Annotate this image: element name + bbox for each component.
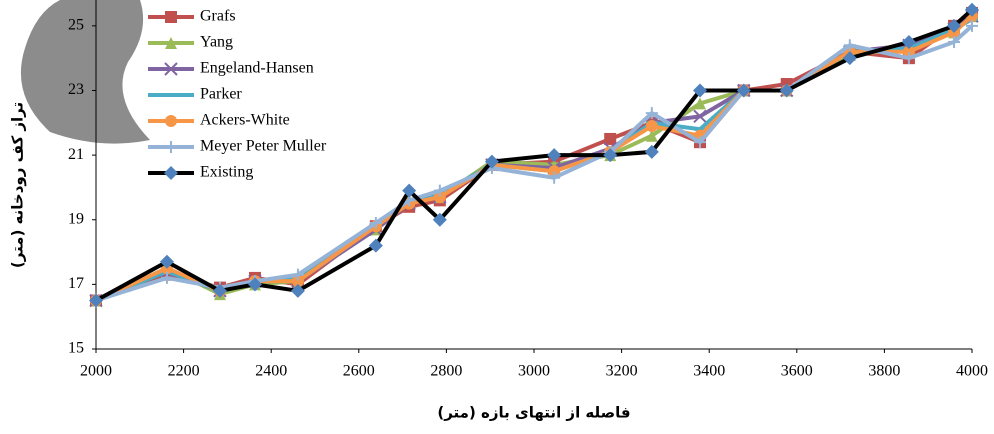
y-tick-label: 21: [68, 146, 84, 163]
marker: [165, 11, 177, 23]
marker: [947, 18, 962, 33]
marker: [966, 19, 978, 32]
marker: [694, 97, 707, 110]
marker: [779, 83, 794, 98]
marker: [432, 212, 447, 227]
marker: [902, 45, 915, 58]
legend-label: Yang: [200, 34, 233, 51]
y-tick-label: 17: [68, 275, 84, 292]
marker: [164, 166, 178, 180]
marker: [368, 238, 383, 253]
marker: [212, 283, 227, 298]
marker: [645, 129, 658, 142]
x-axis-title: فاصله از انتهای بازه (متر): [437, 404, 630, 422]
x-tick-label: 2800: [430, 363, 462, 380]
marker: [547, 148, 562, 163]
marker: [645, 107, 658, 120]
x-tick-label: 2000: [80, 363, 112, 380]
x-tick-label: 3800: [868, 363, 900, 380]
y-tick-label: 19: [68, 210, 84, 227]
marker: [843, 39, 856, 52]
marker: [159, 254, 174, 269]
marker: [645, 120, 658, 133]
legend-label: Engeland-Hansen: [200, 60, 314, 77]
x-tick-label: 2400: [255, 363, 287, 380]
marker: [160, 271, 173, 284]
y-tick-label: 15: [68, 340, 84, 357]
marker: [603, 148, 618, 163]
x-tick-label: 3000: [518, 363, 550, 380]
marker: [948, 36, 961, 49]
marker: [433, 184, 446, 197]
marker: [165, 115, 177, 127]
legend-label: Existing: [200, 164, 253, 181]
marker: [402, 183, 417, 198]
marker: [548, 171, 561, 184]
marker: [290, 283, 305, 298]
marker: [736, 83, 751, 98]
marker: [644, 144, 659, 159]
marker: [693, 109, 707, 124]
legend-label: Meyer Peter Muller: [200, 138, 327, 155]
legend-label: Parker: [200, 86, 242, 103]
x-tick-label: 3600: [781, 363, 813, 380]
x-tick-label: 4000: [956, 363, 988, 380]
x-tick-label: 3200: [606, 363, 638, 380]
marker: [165, 37, 177, 49]
marker: [89, 293, 103, 308]
legend-label: Grafs: [200, 8, 236, 25]
marker: [165, 141, 177, 153]
marker: [604, 132, 617, 145]
marker: [842, 51, 857, 66]
logo-shape: [20, 0, 151, 144]
marker: [433, 191, 446, 204]
marker: [484, 154, 499, 169]
y-axis-title: تراز کف رودخانه (متر): [9, 102, 27, 268]
legend-label: Ackers-White: [200, 112, 290, 129]
marker: [902, 52, 915, 65]
marker: [694, 136, 707, 149]
marker: [901, 35, 916, 50]
marker: [291, 268, 304, 281]
marker: [291, 275, 304, 288]
marker: [693, 83, 708, 98]
x-tick-label: 2200: [168, 363, 200, 380]
marker: [247, 277, 262, 292]
y-tick-label: 23: [68, 81, 84, 98]
x-tick-label: 3400: [693, 363, 725, 380]
marker: [164, 62, 178, 76]
y-tick-label: 25: [68, 17, 84, 34]
marker: [369, 216, 382, 229]
marker: [965, 2, 979, 17]
x-tick-label: 2600: [343, 363, 375, 380]
